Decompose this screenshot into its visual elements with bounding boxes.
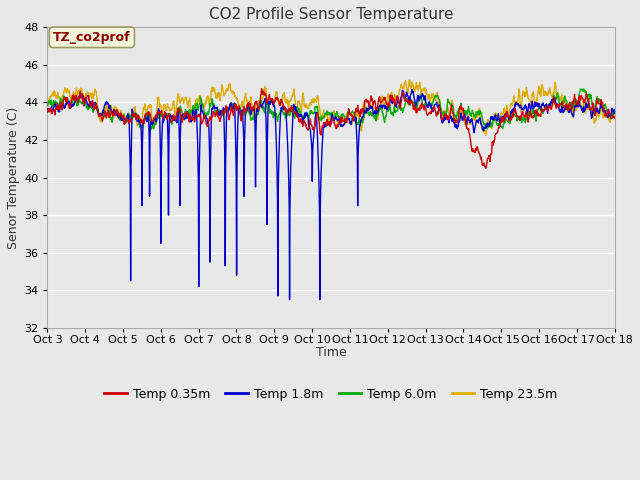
X-axis label: Time: Time	[316, 346, 346, 359]
Title: CO2 Profile Sensor Temperature: CO2 Profile Sensor Temperature	[209, 7, 453, 22]
Y-axis label: Senor Temperature (C): Senor Temperature (C)	[7, 107, 20, 249]
Legend: Temp 0.35m, Temp 1.8m, Temp 6.0m, Temp 23.5m: Temp 0.35m, Temp 1.8m, Temp 6.0m, Temp 2…	[99, 383, 563, 406]
Text: TZ_co2prof: TZ_co2prof	[53, 31, 131, 44]
